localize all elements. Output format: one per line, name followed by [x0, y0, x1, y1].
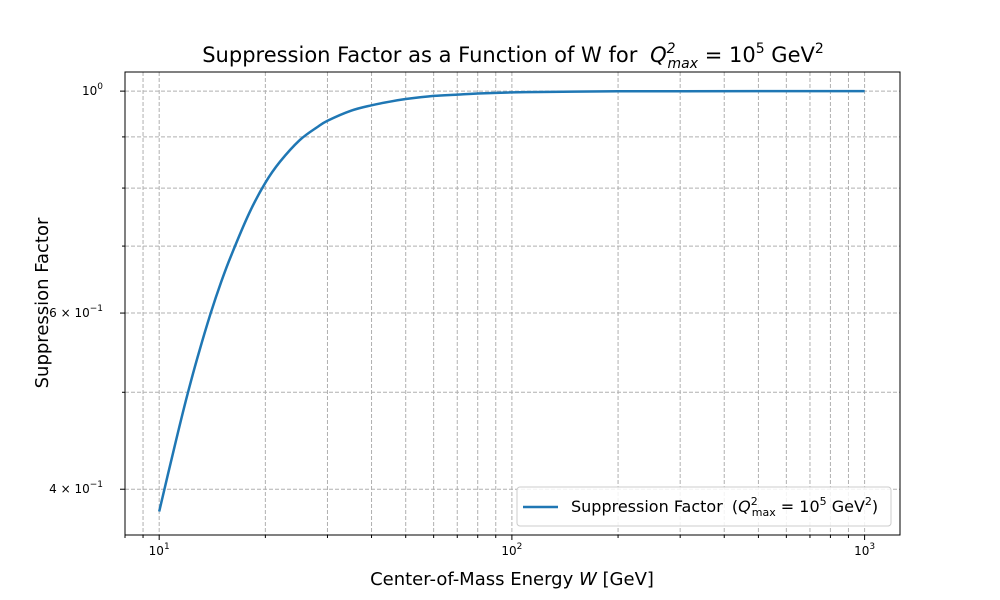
series-line-suppression-factor [157, 89, 865, 512]
series-layer [157, 89, 865, 512]
chart-title: Suppression Factor as a Function of W fo… [202, 41, 824, 72]
x-tick-label: 101 [149, 542, 170, 558]
grid-lines [124, 72, 900, 535]
legend: Suppression Factor (Q2 max = 105 GeV2) [516, 486, 892, 527]
x-tick-label: 103 [854, 542, 875, 558]
y-tick-label: 4 × 10−1 [49, 480, 103, 496]
y-tick-label: 100 [82, 82, 103, 98]
y-tick-label: 6 × 10−1 [49, 304, 103, 320]
tick-marks: 101 102 103 100 6 × 10−1 4 × 10−1 [49, 82, 875, 558]
x-tick-label: 102 [501, 542, 522, 558]
plot-frame [124, 71, 901, 536]
legend-label: Suppression Factor (Q2 max = 105 GeV2) [571, 495, 878, 519]
x-axis-label: Center-of-Mass Energy W [GeV] [370, 569, 654, 590]
y-axis-label: Suppression Factor [32, 217, 53, 388]
legend-frame [516, 486, 892, 527]
